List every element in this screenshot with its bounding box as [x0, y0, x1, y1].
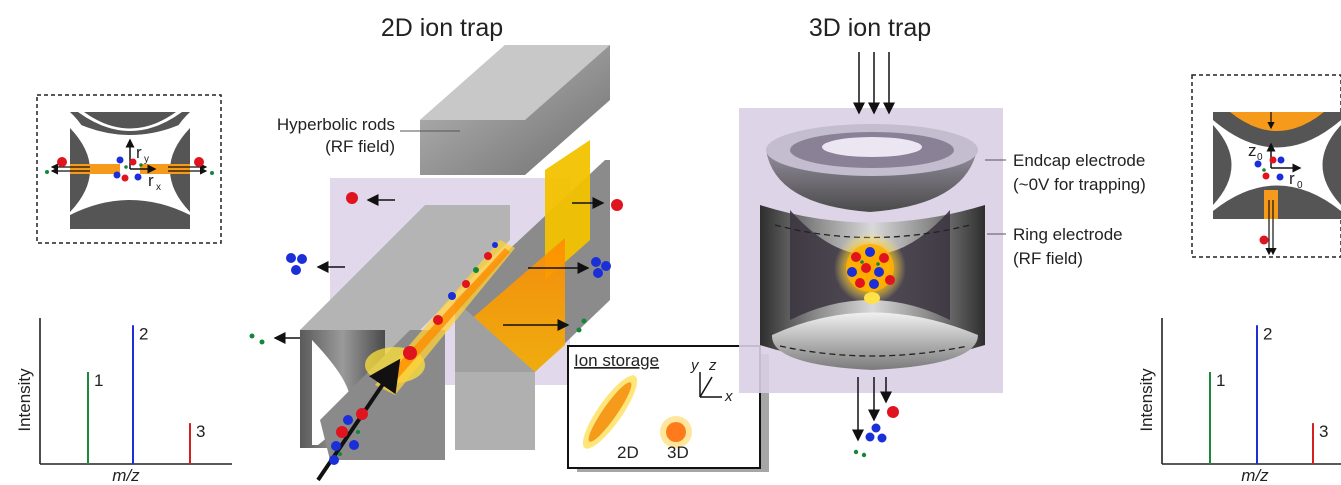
spectrum-left-peak-label-3: 3	[196, 422, 205, 441]
rod-left	[300, 205, 510, 365]
axis-y-label: y	[690, 357, 700, 374]
ion-storage-3d-label: 3D	[667, 443, 689, 462]
spectrum-right: Intensity m/z 1 2 3	[1137, 318, 1341, 485]
spectrum-left-ylabel: Intensity	[15, 368, 34, 432]
spectrum-right-peak-label-1: 1	[1216, 371, 1225, 390]
spectrum-right-xlabel: m/z	[1241, 466, 1269, 485]
label-ring-rf-field: (RF field)	[1013, 249, 1083, 268]
inset-3d-cross-section: z 0 r 0	[1191, 74, 1341, 258]
spectrum-left: Intensity m/z 1 2 3	[15, 318, 232, 485]
axis-x-label: x	[724, 388, 733, 405]
inset-2d-rx: r	[148, 171, 154, 190]
inset-3d-r0: r	[1289, 169, 1295, 188]
spectrum-right-peak-label-3: 3	[1319, 422, 1328, 441]
label-endcap-trapping: (~0V for trapping)	[1013, 175, 1146, 194]
ion-storage-title: Ion storage	[574, 351, 659, 370]
spectrum-left-peak-label-2: 2	[139, 324, 148, 343]
label-rods-rf-field: (RF field)	[325, 137, 395, 156]
title-3d: 3D ion trap	[809, 14, 931, 42]
axis-z-label: z	[708, 357, 717, 374]
inset-3d-z0-sub: 0	[1257, 152, 1263, 163]
inset-2d-ry: r	[136, 143, 142, 162]
endcap-bottom	[771, 312, 978, 370]
inset-2d-rx-sub: x	[156, 182, 161, 193]
inset-3d-z0: z	[1248, 141, 1257, 160]
label-ring-electrode: Ring electrode	[1013, 225, 1123, 244]
inset-2d-ry-sub: y	[144, 154, 149, 165]
label-endcap-electrode: Endcap electrode	[1013, 151, 1145, 170]
spectrum-right-ylabel: Intensity	[1137, 368, 1156, 432]
trap-3d-illustration: Endcap electrode (~0V for trapping) Ring…	[739, 52, 1146, 458]
inset-3d-r0-sub: 0	[1297, 180, 1303, 191]
inset-2d-cross-section: r y r x	[36, 94, 222, 244]
trap-2d-illustration: Hyperbolic rods (RF field)	[249, 45, 623, 482]
spectrum-right-peak-label-2: 2	[1263, 324, 1272, 343]
spectrum-left-xlabel: m/z	[112, 466, 140, 485]
ion-storage-2d-label: 2D	[617, 443, 639, 462]
title-2d: 2D ion trap	[381, 14, 503, 42]
label-hyperbolic-rods: Hyperbolic rods	[277, 115, 395, 134]
ion-storage-box: Ion storage y z x 2D 3D	[567, 345, 769, 472]
spectrum-left-peak-label-1: 1	[94, 371, 103, 390]
